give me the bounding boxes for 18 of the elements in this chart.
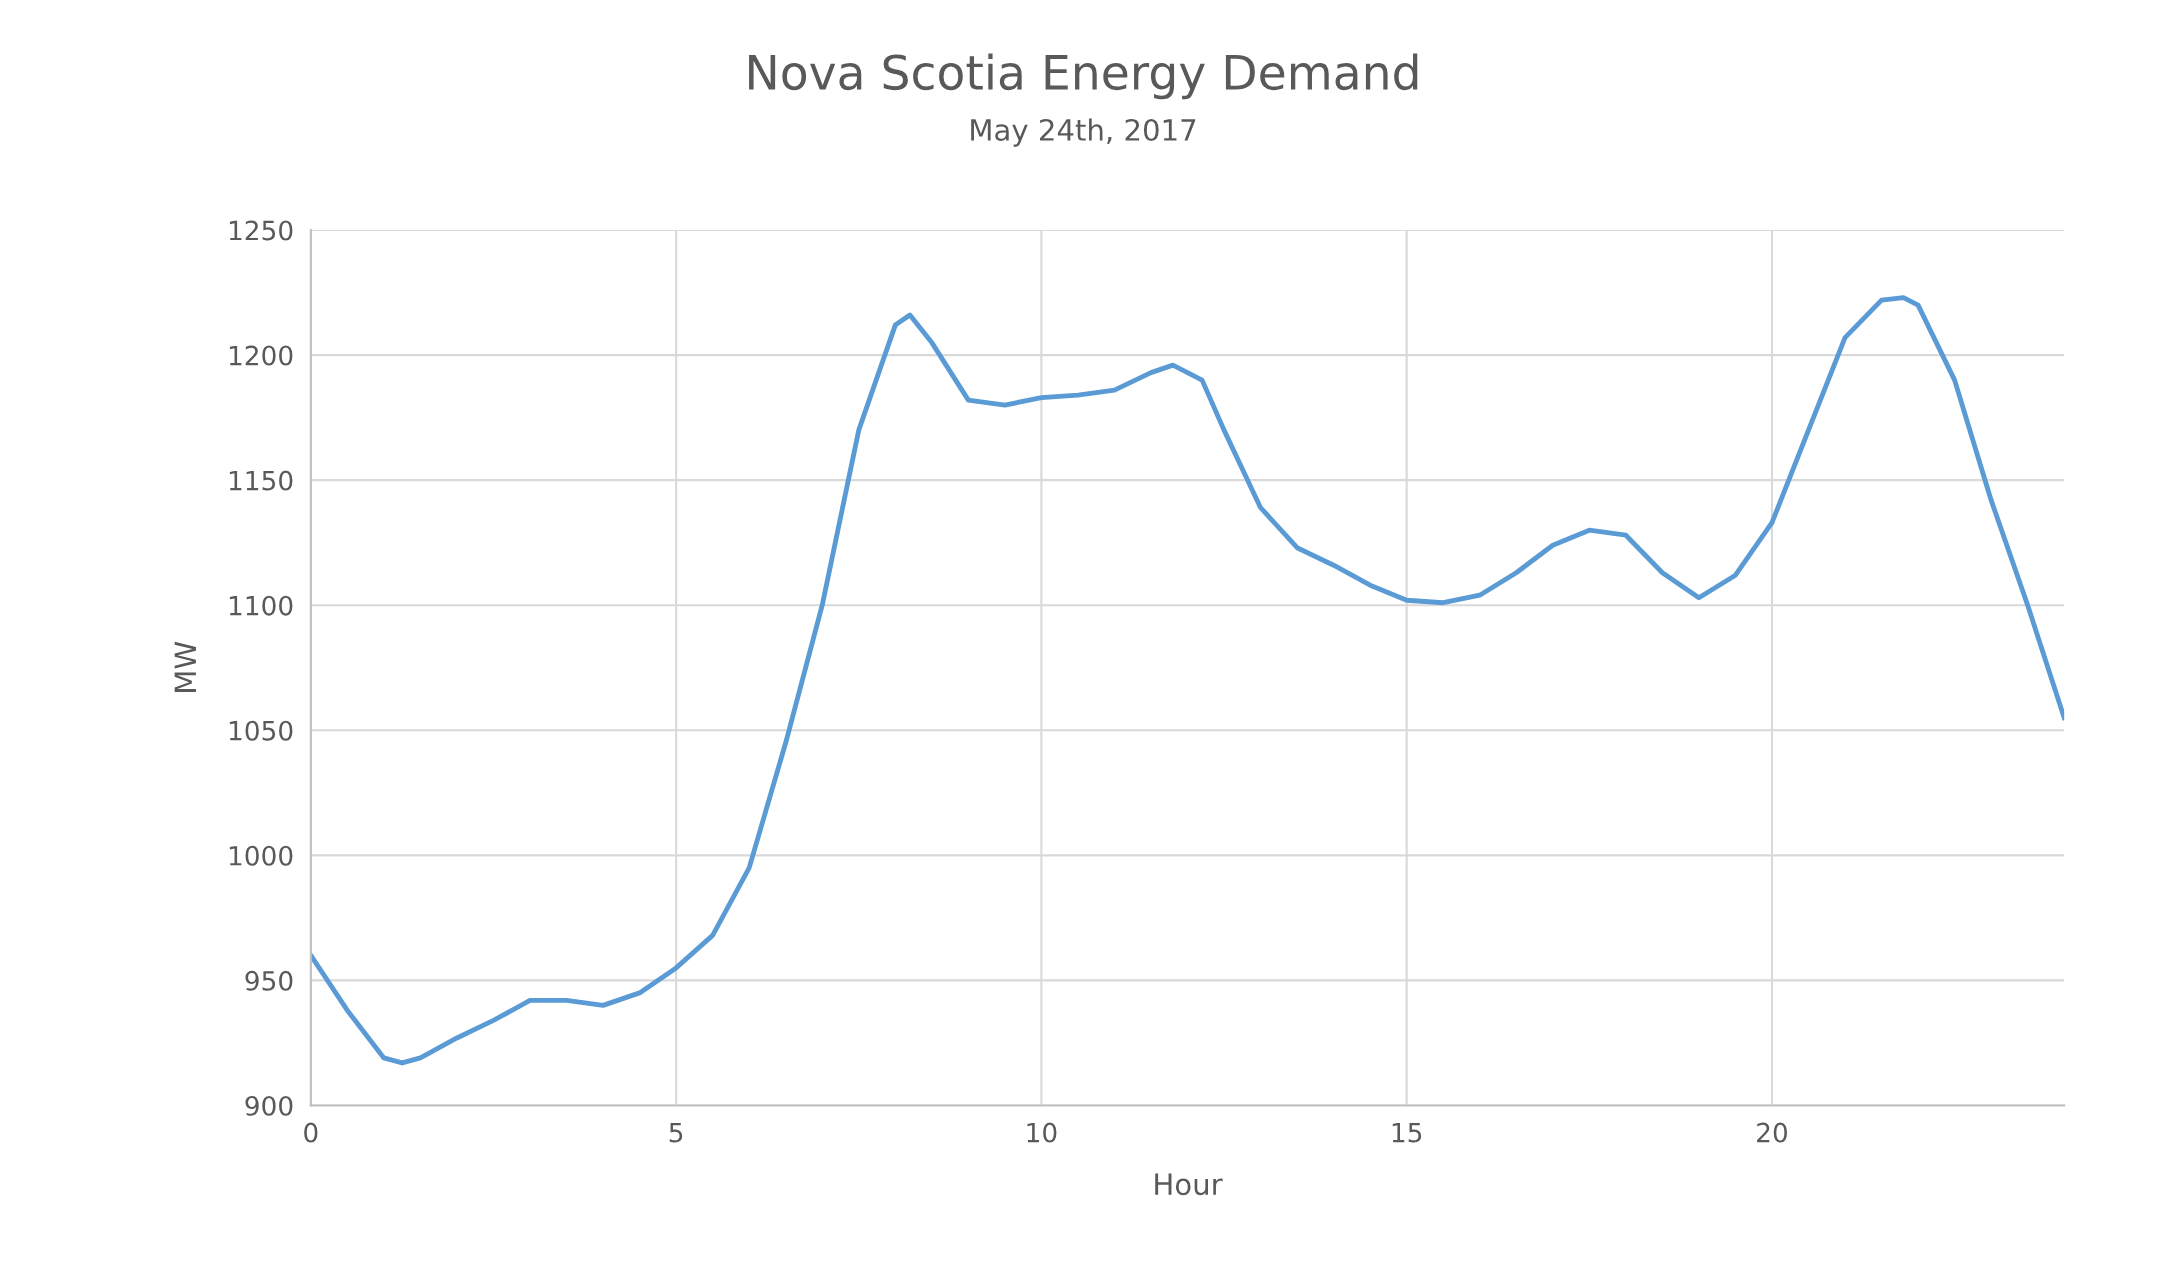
y-axis-title: MW xyxy=(174,641,196,692)
y-tick-label: 1200 xyxy=(229,345,293,366)
x-tick-label: 10 xyxy=(1027,1122,1057,1143)
y-tick-label: 1150 xyxy=(229,470,293,491)
y-tick-label: 950 xyxy=(245,970,293,991)
chart-title: Nova Scotia Energy Demand xyxy=(749,53,1418,100)
y-tick-label: 1000 xyxy=(229,845,293,866)
x-tick-label: 0 xyxy=(304,1122,318,1143)
y-tick-label: 900 xyxy=(245,1095,293,1116)
x-axis-title: Hour xyxy=(1155,1173,1223,1196)
x-tick-label: 15 xyxy=(1392,1122,1422,1143)
y-tick-label: 1250 xyxy=(229,220,293,241)
chart-subtitle: May 24th, 2017 xyxy=(971,118,1196,147)
y-tick-label: 1050 xyxy=(229,720,293,741)
y-tick-label: 1100 xyxy=(229,595,293,616)
x-tick-label: 20 xyxy=(1757,1122,1788,1143)
line-series xyxy=(310,295,2065,1066)
x-tick-label: 5 xyxy=(669,1122,683,1143)
